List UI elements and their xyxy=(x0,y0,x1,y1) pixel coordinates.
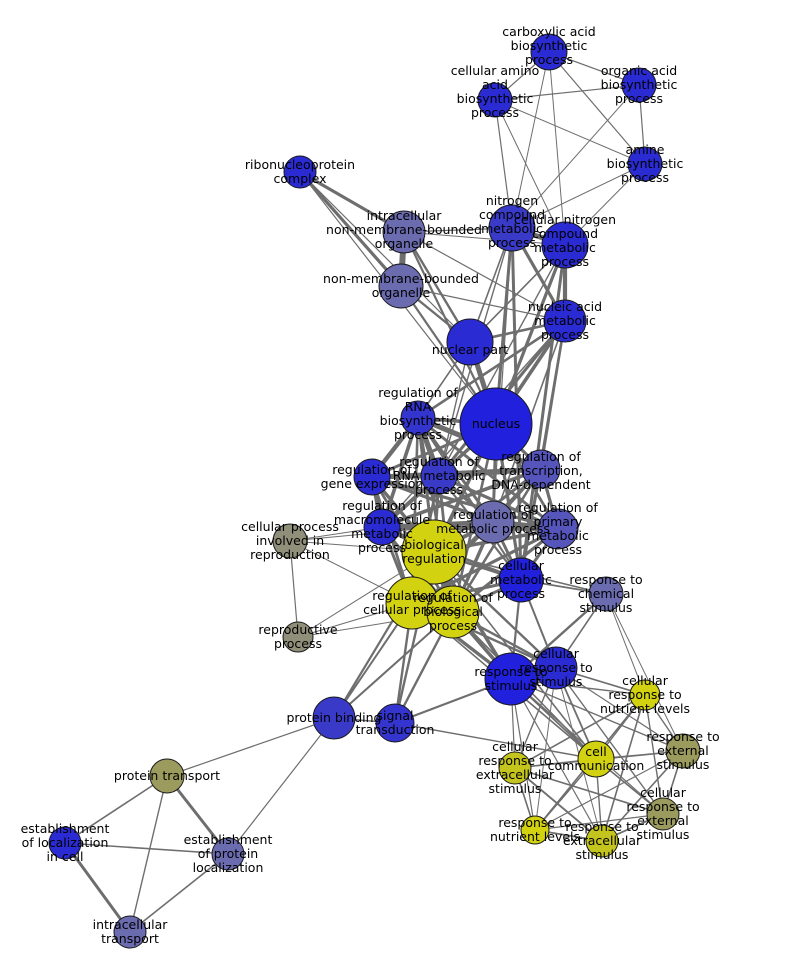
graph-edge xyxy=(370,475,495,524)
graph-node[interactable] xyxy=(585,824,619,858)
graph-node[interactable] xyxy=(113,915,147,949)
graph-node[interactable] xyxy=(477,82,513,118)
graph-node[interactable] xyxy=(498,751,532,785)
graph-node[interactable] xyxy=(627,146,663,182)
graph-edge xyxy=(514,767,603,842)
graph-edge xyxy=(494,99,646,165)
graph-node[interactable] xyxy=(577,740,615,778)
graph-edge xyxy=(510,678,684,752)
graph-node[interactable] xyxy=(629,679,661,711)
graph-node[interactable] xyxy=(211,837,245,871)
graph-node[interactable] xyxy=(272,523,308,559)
graph-edge xyxy=(534,813,664,831)
graph-edge xyxy=(601,750,684,842)
graph-node[interactable] xyxy=(541,221,589,269)
graph-edge xyxy=(380,416,420,529)
graph-node[interactable] xyxy=(459,387,533,461)
graph-node[interactable] xyxy=(534,646,578,690)
graph-node[interactable] xyxy=(543,299,587,343)
graph-node[interactable] xyxy=(537,508,579,550)
graph-edge xyxy=(298,170,403,288)
graph-edge xyxy=(548,51,566,246)
graph-edge xyxy=(514,767,664,815)
graph-edge xyxy=(548,51,646,165)
graph-node[interactable] xyxy=(48,826,82,860)
graph-edge xyxy=(534,667,557,831)
graph-edge xyxy=(539,319,567,471)
graph-node[interactable] xyxy=(283,155,317,189)
graph-node[interactable] xyxy=(520,815,550,845)
graph-edge xyxy=(510,678,603,842)
graph-node[interactable] xyxy=(382,210,426,254)
graph-edge xyxy=(534,750,684,831)
graph-edge xyxy=(63,841,132,934)
graph-node[interactable] xyxy=(420,457,458,495)
graph-node[interactable] xyxy=(521,449,561,489)
graph-edge xyxy=(511,84,640,229)
graph-node[interactable] xyxy=(426,585,480,639)
graph-edge xyxy=(400,285,566,322)
graph-node[interactable] xyxy=(588,576,624,612)
graph-edge xyxy=(129,775,168,933)
graph-edge xyxy=(416,319,567,420)
graph-node[interactable] xyxy=(446,318,494,366)
graph-node[interactable] xyxy=(400,400,436,436)
graph-edge xyxy=(333,611,454,719)
graph-edge xyxy=(514,694,646,769)
graph-node[interactable] xyxy=(484,652,538,706)
graph-node[interactable] xyxy=(488,204,536,252)
graph-node[interactable] xyxy=(646,797,680,831)
graph-edge xyxy=(417,417,522,581)
graph-node[interactable] xyxy=(312,696,356,740)
graph-edge xyxy=(511,163,646,229)
graph-edge xyxy=(605,593,684,752)
graph-edge xyxy=(370,475,560,531)
node-layer xyxy=(48,33,701,949)
graph-edge xyxy=(129,853,229,933)
graph-edge xyxy=(403,231,566,246)
graph-node[interactable] xyxy=(375,703,415,743)
graph-edge xyxy=(511,51,550,229)
graph-node[interactable] xyxy=(401,519,467,585)
graph-node[interactable] xyxy=(471,500,515,544)
graph-node[interactable] xyxy=(378,263,424,309)
graph-edge xyxy=(494,84,640,101)
graph-edge xyxy=(166,717,335,777)
graph-edge xyxy=(494,99,566,246)
graph-edge xyxy=(64,775,168,844)
graph-node[interactable] xyxy=(498,557,544,603)
graph-node[interactable] xyxy=(530,33,568,71)
graph-node[interactable] xyxy=(149,758,185,794)
graph-edge xyxy=(64,842,229,855)
graph-edge xyxy=(299,171,471,343)
graph-node[interactable] xyxy=(282,621,314,653)
graph-node[interactable] xyxy=(621,67,657,103)
graph-edge xyxy=(601,694,646,842)
graph-edge xyxy=(380,467,543,529)
graph-edge xyxy=(605,593,646,696)
graph-node[interactable] xyxy=(665,733,701,769)
graph-node[interactable] xyxy=(353,458,391,496)
graph-edge xyxy=(227,717,335,855)
graph-node[interactable] xyxy=(363,508,401,546)
graph-edge xyxy=(403,231,566,322)
graph-edge xyxy=(394,722,597,760)
